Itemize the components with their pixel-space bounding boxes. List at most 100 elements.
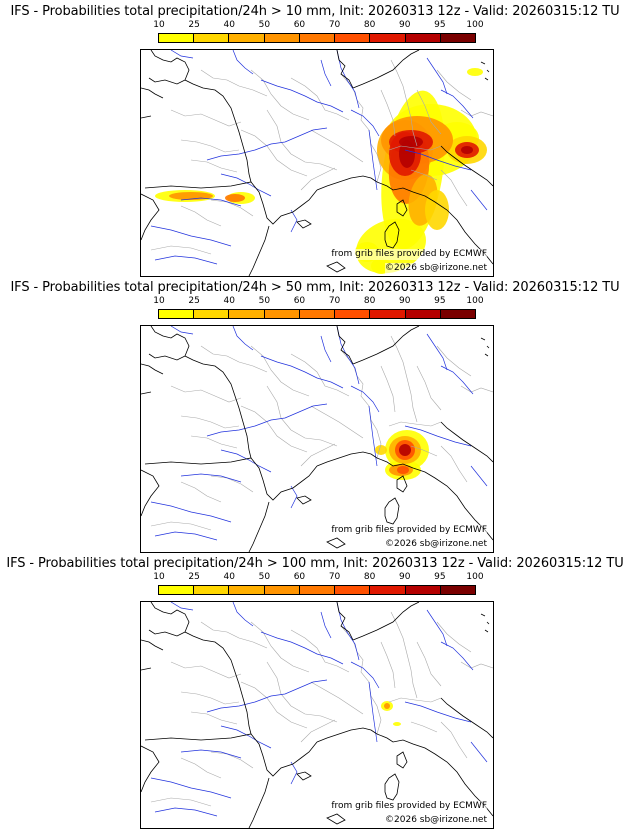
probability-area bbox=[384, 703, 390, 709]
colorbar-swatch bbox=[335, 310, 371, 318]
border-line bbox=[460, 661, 493, 669]
colorbar-swatches bbox=[158, 309, 476, 319]
river-line bbox=[320, 59, 332, 87]
rivers bbox=[150, 326, 488, 541]
coast-line bbox=[376, 457, 493, 541]
river-line bbox=[336, 50, 360, 109]
colorbar-swatch bbox=[440, 310, 475, 318]
river-line bbox=[336, 602, 360, 661]
river-line bbox=[220, 725, 272, 749]
colorbar-tick-label: 50 bbox=[258, 572, 271, 582]
coast-line bbox=[384, 497, 400, 525]
coast-line bbox=[384, 773, 400, 801]
colorbar-tick-label: 60 bbox=[293, 20, 306, 30]
coast-line bbox=[326, 813, 346, 825]
river-line bbox=[232, 326, 254, 351]
coast-line bbox=[440, 145, 493, 187]
probability-area bbox=[375, 445, 387, 455]
border-line bbox=[200, 69, 268, 97]
probability-map: from grib files provided by ECMWF ©2026 … bbox=[140, 601, 494, 829]
colorbar-tick-label: 80 bbox=[363, 296, 376, 306]
colorbar-swatch bbox=[264, 310, 300, 318]
border-line bbox=[440, 445, 468, 483]
probability-area bbox=[399, 444, 411, 456]
coast-line bbox=[376, 733, 493, 817]
coast-line bbox=[141, 87, 164, 99]
panel-10mm: IFS - Probabilities total precipitation/… bbox=[0, 0, 630, 277]
border-line bbox=[266, 385, 338, 447]
colorbar-swatch bbox=[299, 586, 336, 594]
river-line bbox=[320, 611, 332, 639]
river-line bbox=[336, 326, 360, 385]
border-line bbox=[240, 129, 308, 177]
border-line bbox=[290, 77, 350, 121]
colorbar-tick-label: 40 bbox=[223, 296, 235, 306]
border-line bbox=[190, 435, 238, 449]
coast-line bbox=[248, 501, 270, 552]
border-line bbox=[150, 797, 212, 807]
coast-line bbox=[480, 337, 490, 357]
probability-area bbox=[397, 466, 409, 474]
river-line bbox=[290, 761, 298, 785]
coast-line bbox=[352, 602, 420, 641]
colorbar-tick-label: 70 bbox=[328, 572, 341, 582]
coast-line bbox=[384, 221, 400, 249]
border-line bbox=[290, 629, 350, 673]
river-line bbox=[206, 127, 328, 161]
coast-line bbox=[336, 326, 354, 365]
coast-line bbox=[150, 326, 252, 459]
probability-field bbox=[381, 701, 401, 726]
river-line bbox=[440, 641, 474, 671]
border-line bbox=[180, 415, 240, 429]
border-line bbox=[300, 443, 336, 467]
river-line bbox=[440, 365, 474, 395]
panel-100mm: IFS - Probabilities total precipitation/… bbox=[0, 552, 630, 829]
colorbar-swatch bbox=[335, 34, 371, 42]
colorbar-swatch bbox=[440, 34, 475, 42]
colorbar-swatch bbox=[159, 310, 195, 318]
border-line bbox=[388, 421, 442, 427]
colorbar-tick-label: 40 bbox=[223, 572, 235, 582]
probability-field bbox=[375, 430, 429, 480]
coastlines bbox=[141, 326, 493, 552]
river-line bbox=[290, 209, 298, 233]
colorbar-ticks: 10 25 40 50 60 70 80 90 95 100 bbox=[153, 296, 483, 308]
probability-area bbox=[393, 722, 401, 726]
colorbar-tick-label: 25 bbox=[188, 572, 200, 582]
border-line bbox=[310, 405, 364, 439]
coast-line bbox=[144, 733, 318, 777]
colorbar-legend: 10 25 40 50 60 70 80 90 95 100 bbox=[153, 572, 484, 599]
colorbar-tick-label: 60 bbox=[293, 296, 306, 306]
colorbar-swatch bbox=[440, 586, 475, 594]
colorbar-swatch bbox=[229, 34, 265, 42]
river-line bbox=[426, 57, 448, 95]
border-line bbox=[210, 475, 254, 493]
colorbar-swatch bbox=[264, 586, 300, 594]
border-line bbox=[460, 109, 493, 117]
river-line bbox=[232, 602, 254, 627]
colorbar-tick-label: 50 bbox=[258, 296, 271, 306]
coast-line bbox=[296, 771, 312, 781]
colorbar-tick-label: 100 bbox=[466, 296, 484, 306]
colorbar-tick-label: 25 bbox=[188, 296, 200, 306]
river-line bbox=[350, 661, 380, 689]
probability-area bbox=[467, 68, 483, 76]
border-line bbox=[440, 169, 468, 207]
credit-source: from grib files provided by ECMWF bbox=[331, 249, 487, 260]
river-line bbox=[426, 609, 448, 647]
colorbar-legend: 10 25 40 50 60 70 80 90 95 100 bbox=[153, 296, 484, 323]
coast-line bbox=[396, 751, 408, 769]
border-line bbox=[266, 661, 338, 723]
map-title: IFS - Probabilities total precipitation/… bbox=[6, 556, 624, 571]
river-line bbox=[150, 777, 232, 799]
colorbar-ticks: 10 25 40 50 60 70 80 90 95 100 bbox=[153, 20, 483, 32]
river-line bbox=[404, 701, 472, 723]
probability-field bbox=[155, 68, 487, 274]
border-line bbox=[388, 697, 442, 703]
colorbar-tick-label: 95 bbox=[434, 20, 446, 30]
border-line bbox=[266, 109, 338, 171]
colorbar-swatches bbox=[158, 33, 476, 43]
colorbar-tick-label: 10 bbox=[153, 296, 165, 306]
colorbar-swatch bbox=[405, 586, 441, 594]
river-line bbox=[350, 385, 380, 413]
